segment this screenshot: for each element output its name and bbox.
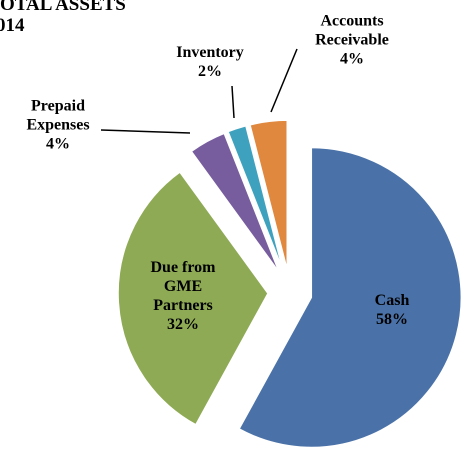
pie-slice: [238, 146, 461, 449]
category-label: Prepaid Expenses: [26, 97, 90, 134]
pie-slice: [190, 132, 281, 274]
pie-slice: [117, 170, 269, 426]
value-label: 4%: [46, 135, 70, 153]
value-label: 58%: [376, 311, 408, 328]
chart-title: 014: [0, 15, 25, 36]
category-label: Accounts Receivable: [315, 12, 389, 49]
value-label: 32%: [167, 316, 199, 333]
pie-slice: [227, 124, 284, 272]
category-label: Cash: [374, 292, 410, 309]
slice-label: Due from GME Partners 32%: [143, 258, 223, 334]
pie-slice: [249, 119, 288, 271]
value-label: 2%: [198, 63, 222, 80]
category-label: Inventory: [176, 44, 244, 61]
slice-label: Cash 58%: [347, 291, 437, 329]
leader-line: [100, 129, 191, 134]
category-label: Due from GME Partners: [150, 259, 216, 314]
slice-label: Inventory 2%: [160, 43, 260, 81]
leader-line: [231, 85, 235, 119]
chart-title: OTAL ASSETS: [0, 0, 126, 15]
slice-label: Accounts Receivable 4%: [302, 12, 402, 69]
value-label: 4%: [340, 50, 364, 68]
leader-line: [270, 48, 298, 113]
slice-label: Prepaid Expenses 4%: [13, 97, 103, 154]
